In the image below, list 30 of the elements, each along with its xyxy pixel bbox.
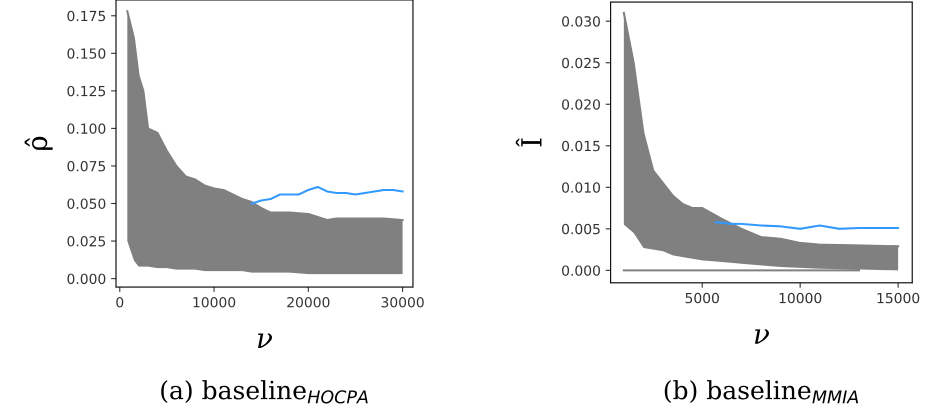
line-series bbox=[250, 186, 404, 205]
y-tick-label: 0.020 bbox=[562, 99, 600, 110]
x-tick-label: 10000 bbox=[193, 296, 236, 308]
x-tick-label: 20000 bbox=[287, 296, 330, 308]
y-tick-label: 0.125 bbox=[67, 86, 106, 96]
text: (a) baseline$_{HOCPA}$ bbox=[161, 380, 368, 404]
y-tick-label: 0.030 bbox=[562, 16, 600, 27]
x-tick-label: 30000 bbox=[382, 296, 424, 308]
y-tick-label: 0.175 bbox=[67, 10, 106, 22]
y-tick-label: 0.015 bbox=[562, 140, 600, 152]
x-tick-label: 5000 bbox=[686, 292, 719, 304]
line-series bbox=[714, 221, 900, 230]
y-tick-label: 0.000 bbox=[67, 274, 106, 284]
y-axis-title: ρ̂ bbox=[24, 136, 53, 150]
y-tick-label: 0.000 bbox=[562, 265, 600, 276]
x-tick-label: 10000 bbox=[780, 292, 822, 304]
y-tick-label: 0.025 bbox=[562, 58, 600, 68]
x-tick-label: 15000 bbox=[878, 292, 920, 304]
text: (b) baseline$_{MMIA}$ bbox=[664, 380, 858, 404]
x-axis-title: ν bbox=[258, 334, 272, 348]
y-tick-label: 0.075 bbox=[67, 160, 106, 172]
y-tick-label: 0.100 bbox=[67, 123, 106, 134]
y-tick-label: 0.150 bbox=[67, 48, 106, 59]
x-tick-label: 0 bbox=[116, 296, 124, 308]
x-axis-title: ν bbox=[754, 329, 769, 344]
y-tick-label: 0.025 bbox=[67, 236, 106, 247]
y-tick-label: 0.010 bbox=[562, 182, 600, 193]
y-axis-title: Î bbox=[516, 138, 542, 147]
y-tick-label: 0.005 bbox=[562, 224, 600, 234]
y-tick-label: 0.050 bbox=[67, 198, 106, 209]
